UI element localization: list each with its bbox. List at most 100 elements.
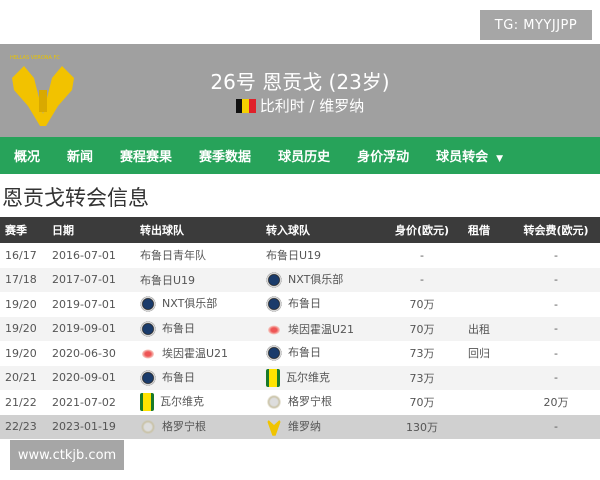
date-text: 2019-07-01 (52, 297, 116, 311)
loan-text: 回归 (468, 347, 490, 361)
cell-date: 2017-07-01 (52, 267, 140, 292)
cell-to-team: 格罗宁根 (266, 390, 390, 415)
col-loan: 租借 (454, 217, 512, 243)
cell-loan: 回归 (454, 341, 512, 366)
cell-season: 19/20 (0, 341, 52, 366)
nav-player-history[interactable]: 球员历史 (278, 150, 331, 165)
date-text: 2017-07-01 (52, 273, 116, 287)
cell-loan: 出租 (454, 316, 512, 341)
cell-date: 2019-09-01 (52, 316, 140, 341)
cell-date: 2019-07-01 (52, 292, 140, 317)
cell-season: 19/20 (0, 316, 52, 341)
from-team-text: 埃因霍温U21 (162, 347, 229, 361)
cell-date: 2020-06-30 (52, 341, 140, 366)
cell-loan (454, 390, 512, 415)
season-text: 19/20 (5, 322, 37, 336)
fee-text: - (554, 346, 558, 360)
page-title: 恩贡戈转会信息 (2, 186, 149, 210)
col-fee: 转会费(欧元) (512, 217, 600, 243)
cell-fee: - (512, 267, 600, 292)
table-row: 21/22 2021-07-02 瓦尔维克 格罗宁根 70万 20万 (0, 390, 600, 415)
cell-value: 73万 (390, 365, 454, 390)
nav-fixtures[interactable]: 赛程赛果 (120, 150, 173, 165)
cell-to-team: 瓦尔维克 (266, 365, 390, 390)
value-text: 70万 (409, 322, 435, 336)
fee-text: - (554, 322, 558, 336)
col-value: 身价(欧元) (390, 217, 454, 243)
fee-text: - (554, 420, 558, 434)
col-season: 赛季 (0, 217, 52, 243)
value-text: - (420, 248, 424, 262)
fee-text: - (554, 273, 558, 287)
transfer-table: 赛季 日期 转出球队 转入球队 身价(欧元) 租借 转会费(欧元) 16/17 2… (0, 217, 600, 439)
nav-transfers-label: 球员转会 (436, 150, 489, 165)
nav-news[interactable]: 新闻 (67, 150, 94, 165)
season-text: 21/22 (5, 395, 37, 409)
from-team-text: 布鲁日 (162, 321, 195, 335)
nav-transfers[interactable]: 球员转会 ▼ (436, 146, 503, 165)
season-text: 22/23 (5, 420, 37, 434)
col-date: 日期 (52, 217, 140, 243)
to-team-text: 格罗宁根 (288, 395, 332, 409)
cell-loan (454, 414, 512, 439)
cell-value: 70万 (390, 292, 454, 317)
cell-value: 70万 (390, 390, 454, 415)
cell-date: 2016-07-01 (52, 243, 140, 268)
value-text: 130万 (406, 420, 438, 434)
fee-text: - (554, 248, 558, 262)
brugge-crest-icon (140, 295, 156, 314)
col-to: 转入球队 (266, 217, 390, 243)
season-text: 16/17 (5, 248, 37, 262)
table-row: 16/17 2016-07-01 布鲁日青年队 布鲁日U19 - - (0, 243, 600, 268)
fee-text: 20万 (543, 396, 569, 410)
value-text: - (420, 273, 424, 287)
brugge-crest-icon (266, 295, 282, 314)
nav-season-stats[interactable]: 赛季数据 (199, 150, 252, 165)
season-text: 17/18 (5, 273, 37, 287)
cell-from-team: NXT俱乐部 (140, 292, 266, 317)
gron-crest-icon (266, 393, 282, 412)
date-text: 2023-01-19 (52, 420, 116, 434)
from-team-text: 瓦尔维克 (160, 395, 204, 409)
value-text: 70万 (409, 396, 435, 410)
cell-from-team: 布鲁日 (140, 365, 266, 390)
cell-to-team: 布鲁日 (266, 341, 390, 366)
waas-crest-icon (140, 393, 154, 412)
date-text: 2019-09-01 (52, 322, 116, 336)
cell-fee: - (512, 365, 600, 390)
cell-loan (454, 365, 512, 390)
from-team-text: 布鲁日青年队 (140, 249, 206, 263)
nav-overview[interactable]: 概况 (14, 150, 41, 165)
cell-fee: - (512, 341, 600, 366)
cell-season: 22/23 (0, 414, 52, 439)
fee-text: - (554, 371, 558, 385)
cell-from-team: 布鲁日青年队 (140, 243, 266, 268)
fee-text: - (554, 297, 558, 311)
cell-date: 2023-01-19 (52, 414, 140, 439)
cell-from-team: 瓦尔维克 (140, 390, 266, 415)
to-team-text: 布鲁日 (288, 297, 321, 311)
brugge-crest-icon (266, 270, 282, 289)
watermark-bottom: www.ctkjb.com (10, 440, 124, 470)
brugge-crest-icon (266, 344, 282, 363)
loan-text: 出租 (468, 322, 490, 336)
nationality-club-text: 比利时 / 维罗纳 (259, 97, 365, 115)
to-team-text: 维罗纳 (288, 419, 321, 433)
cell-season: 19/20 (0, 292, 52, 317)
cell-season: 21/22 (0, 390, 52, 415)
table-row: 22/23 2023-01-19 格罗宁根 维罗纳 130万 - (0, 414, 600, 439)
to-team-text: 埃因霍温U21 (288, 322, 355, 336)
col-from: 转出球队 (140, 217, 266, 243)
value-text: 73万 (409, 347, 435, 361)
waas-crest-icon (266, 368, 280, 387)
cell-date: 2021-07-02 (52, 390, 140, 415)
date-text: 2021-07-02 (52, 395, 116, 409)
to-team-text: 布鲁日U19 (266, 249, 322, 263)
date-text: 2016-07-01 (52, 248, 116, 262)
from-team-text: 格罗宁根 (162, 419, 206, 433)
table-row: 20/21 2020-09-01 布鲁日 瓦尔维克 73万 - (0, 365, 600, 390)
cell-from-team: 布鲁日 (140, 316, 266, 341)
season-text: 20/21 (5, 371, 37, 385)
nav-market-value[interactable]: 身价浮动 (357, 150, 410, 165)
brugge-crest-icon (140, 319, 156, 338)
